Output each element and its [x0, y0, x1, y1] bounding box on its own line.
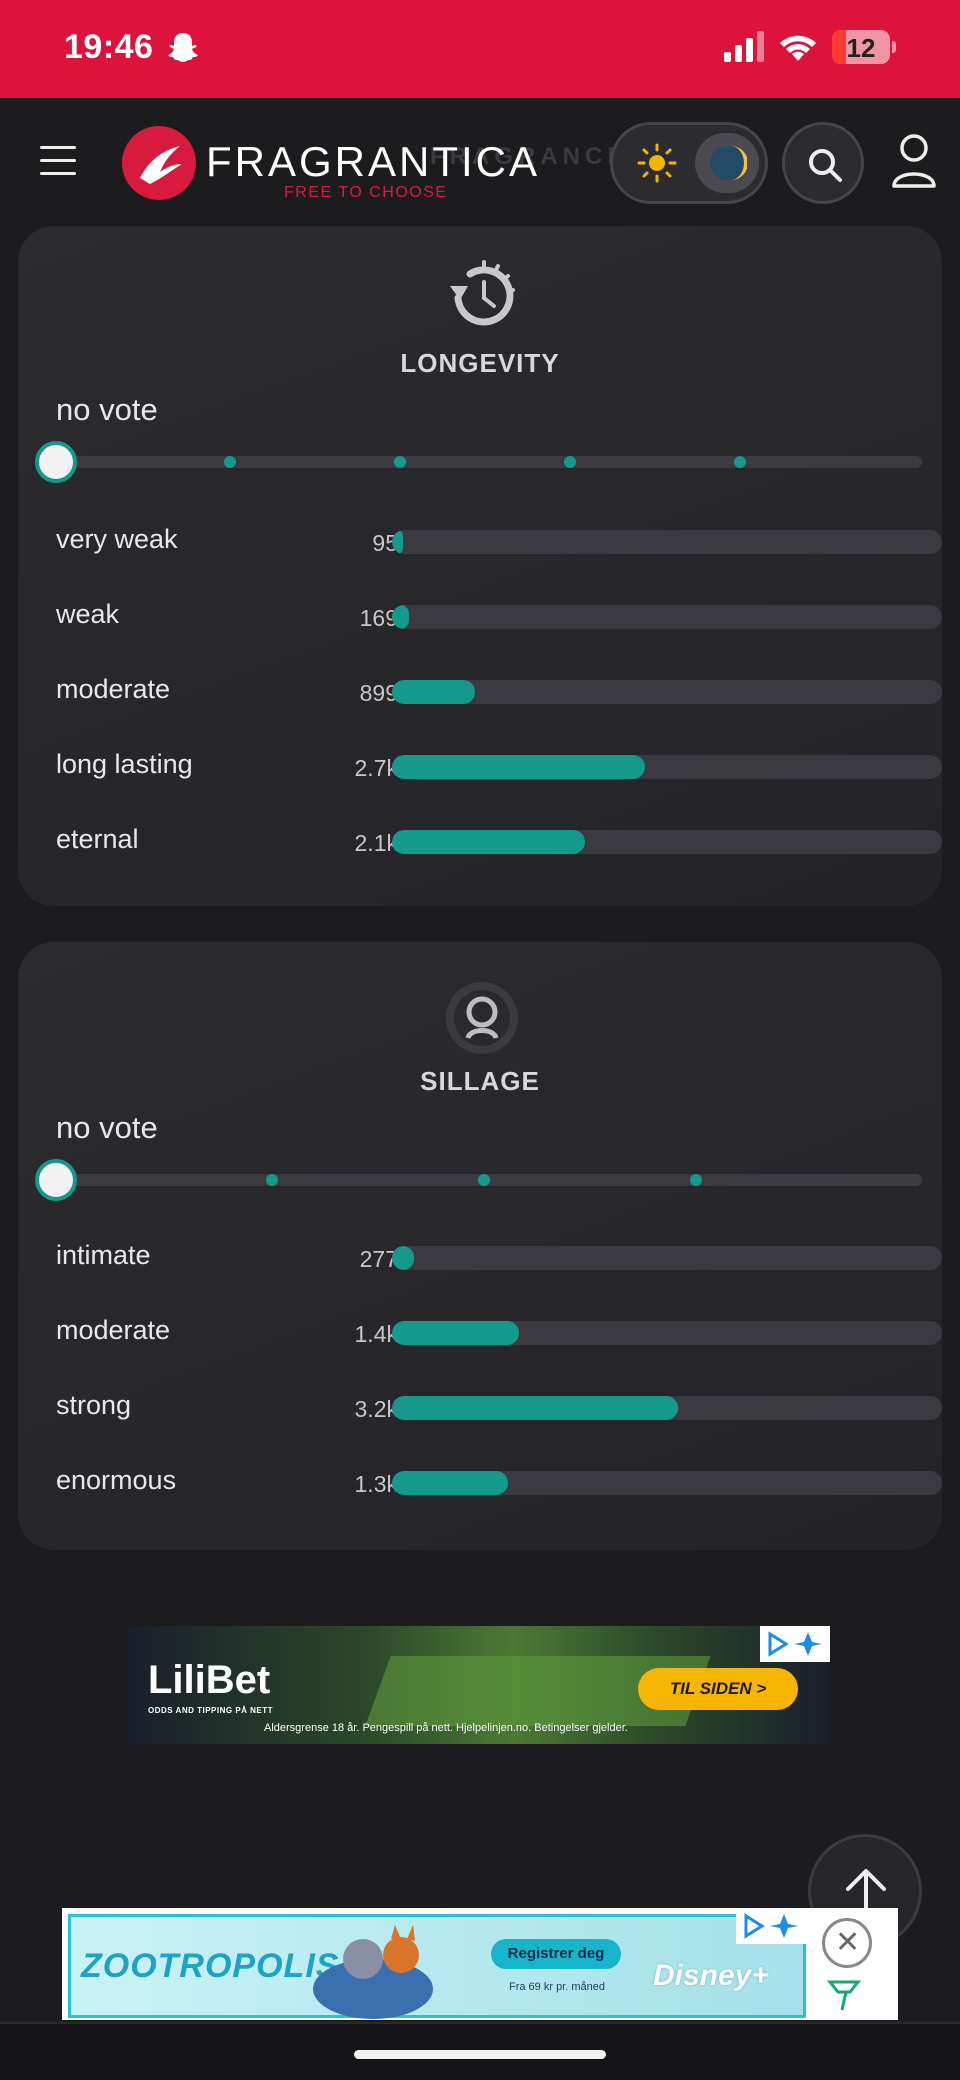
search-button[interactable] [782, 122, 864, 204]
longevity-rating-count: 2.1k [354, 830, 398, 856]
longevity-rating-row: very weak 95 [56, 522, 942, 562]
sillage-rating-bar [392, 1321, 942, 1345]
sillage-vote-slider[interactable] [35, 1159, 922, 1201]
system-navigation-bar [0, 2022, 960, 2080]
sillage-rating-row: enormous 1.3k [56, 1463, 942, 1503]
zootropolis-title: ZOOTROPOLIS [81, 1947, 340, 1985]
disney-plus-logo: Disney+ [653, 1959, 769, 1992]
longevity-rating-bar-fill [392, 680, 475, 704]
longevity-rating-bar [392, 755, 942, 779]
moon-icon [710, 146, 747, 180]
sillage-rating-bar-fill [392, 1471, 508, 1495]
ad-characters-illustration [313, 1925, 433, 2019]
ad-feedback-icon[interactable] [824, 1978, 864, 2014]
longevity-rating-label: very weak [56, 524, 178, 554]
home-indicator[interactable] [354, 2050, 606, 2059]
sillage-rating-bar [392, 1471, 942, 1495]
longevity-rating-bar [392, 830, 942, 854]
sillage-rating-bar-fill [392, 1246, 414, 1270]
adchoices-icon [744, 1913, 798, 1939]
longevity-rating-row: long lasting 2.7k [56, 747, 942, 787]
site-logo-text[interactable]: FRAGRANTICA [206, 138, 541, 185]
longevity-rating-count: 2.7k [354, 755, 398, 781]
user-account-icon[interactable] [890, 132, 938, 188]
sillage-rating-count: 1.4k [354, 1321, 398, 1347]
sillage-card: SILLAGE no vote intimate 277 moderate 1.4k s… [18, 942, 942, 1550]
sillage-rating-row: strong 3.2k [56, 1388, 942, 1428]
longevity-rating-row: moderate 899 [56, 672, 942, 712]
longevity-rating-label: long lasting [56, 749, 193, 779]
longevity-rating-row: weak 169 [56, 597, 942, 637]
longevity-slider-thumb[interactable] [35, 441, 77, 483]
close-ad-button[interactable]: ✕ [822, 1918, 872, 1968]
site-tagline: FREE TO CHOOSE [284, 184, 448, 201]
sillage-rating-row: intimate 277 [56, 1238, 942, 1278]
dark-mode-option[interactable] [695, 133, 759, 193]
sillage-rating-label: intimate [56, 1240, 151, 1270]
theme-toggle[interactable] [610, 122, 768, 204]
longevity-title: LONGEVITY [400, 348, 560, 378]
longevity-rating-label: weak [56, 599, 120, 629]
sun-icon[interactable] [637, 143, 677, 183]
longevity-rating-bar-fill [392, 830, 585, 854]
longevity-rating-bar-fill [392, 755, 645, 779]
status-time: 19:46 [64, 28, 154, 66]
adchoices-badge-bottom[interactable] [736, 1908, 806, 1944]
longevity-rating-count: 95 [372, 530, 398, 556]
sillage-title: SILLAGE [420, 1066, 540, 1096]
longevity-rating-bar [392, 680, 942, 704]
ad-price-text: Fra 69 kr pr. måned [509, 1981, 605, 1993]
search-icon [809, 149, 842, 182]
status-bar: 19:46 12 [0, 0, 960, 98]
sillage-vote-status: no vote [56, 1110, 158, 1145]
longevity-vote-status: no vote [56, 392, 158, 427]
cellular-signal-icon [724, 31, 764, 62]
adchoices-badge[interactable] [760, 1626, 830, 1662]
sillage-rating-bar-fill [392, 1321, 519, 1345]
longevity-rating-bar [392, 530, 942, 554]
hamburger-menu-icon[interactable] [40, 146, 80, 178]
disney-ad-banner[interactable]: ZOOTROPOLIS Registrer deg Fra 69 kr pr. … [62, 1908, 898, 2020]
longevity-rating-bar-fill [392, 530, 403, 554]
lilibet-disclaimer: Aldersgrense 18 år. Pengespill på nett. … [264, 1722, 628, 1734]
adchoices-icon [768, 1631, 822, 1657]
longevity-rating-label: moderate [56, 674, 171, 704]
site-header: FRAGRANCE FRAGRANTICA FREE TO CHOOSE [0, 98, 960, 228]
battery-indicator: 12 [832, 30, 896, 64]
sillage-rating-bar [392, 1246, 942, 1270]
longevity-rating-count: 169 [359, 605, 398, 631]
lilibet-ad-banner[interactable]: LiliBet ODDS AND TIPPING PÅ NETT TIL SID… [128, 1626, 830, 1744]
logo-shadow-text: FRAGRANCE [430, 143, 629, 170]
lilibet-subtitle: ODDS AND TIPPING PÅ NETT [148, 1706, 274, 1715]
sillage-rating-label: moderate [56, 1315, 171, 1345]
sillage-rating-row: moderate 1.4k [56, 1313, 942, 1353]
battery-level-text: 12 [846, 33, 876, 63]
sillage-rating-count: 277 [359, 1246, 398, 1272]
longevity-rating-bar [392, 605, 942, 629]
sillage-rating-count: 1.3k [354, 1471, 398, 1497]
arrow-up-icon [846, 1869, 886, 1915]
sillage-rating-bar-fill [392, 1396, 678, 1420]
disney-ad-content[interactable]: ZOOTROPOLIS Registrer deg Fra 69 kr pr. … [68, 1914, 806, 2019]
sillage-slider-thumb[interactable] [35, 1159, 77, 1201]
lilibet-cta-button[interactable]: TIL SIDEN > [638, 1668, 798, 1710]
close-icon: ✕ [835, 1926, 861, 1959]
sillage-rating-bar [392, 1396, 942, 1420]
snapchat-icon [168, 33, 198, 62]
sillage-rating-count: 3.2k [354, 1396, 398, 1422]
register-button[interactable]: Registrer deg [491, 1939, 621, 1969]
wifi-icon [780, 35, 816, 61]
longevity-rating-row: eternal 2.1k [56, 822, 942, 862]
longevity-rating-label: eternal [56, 824, 139, 854]
longevity-rating-count: 899 [359, 680, 398, 706]
lilibet-logo: LiliBet [148, 1658, 271, 1702]
longevity-card: LONGEVITY no vote very weak 95 weak 169 mode… [18, 226, 942, 906]
longevity-rating-bar-fill [392, 605, 409, 629]
fragrantica-logo-icon[interactable] [122, 126, 196, 200]
sillage-rating-label: strong [56, 1390, 132, 1420]
longevity-vote-slider[interactable] [35, 441, 922, 483]
longevity-clock-icon [450, 260, 515, 326]
sillage-person-icon [446, 982, 518, 1054]
sillage-rating-label: enormous [56, 1465, 177, 1495]
